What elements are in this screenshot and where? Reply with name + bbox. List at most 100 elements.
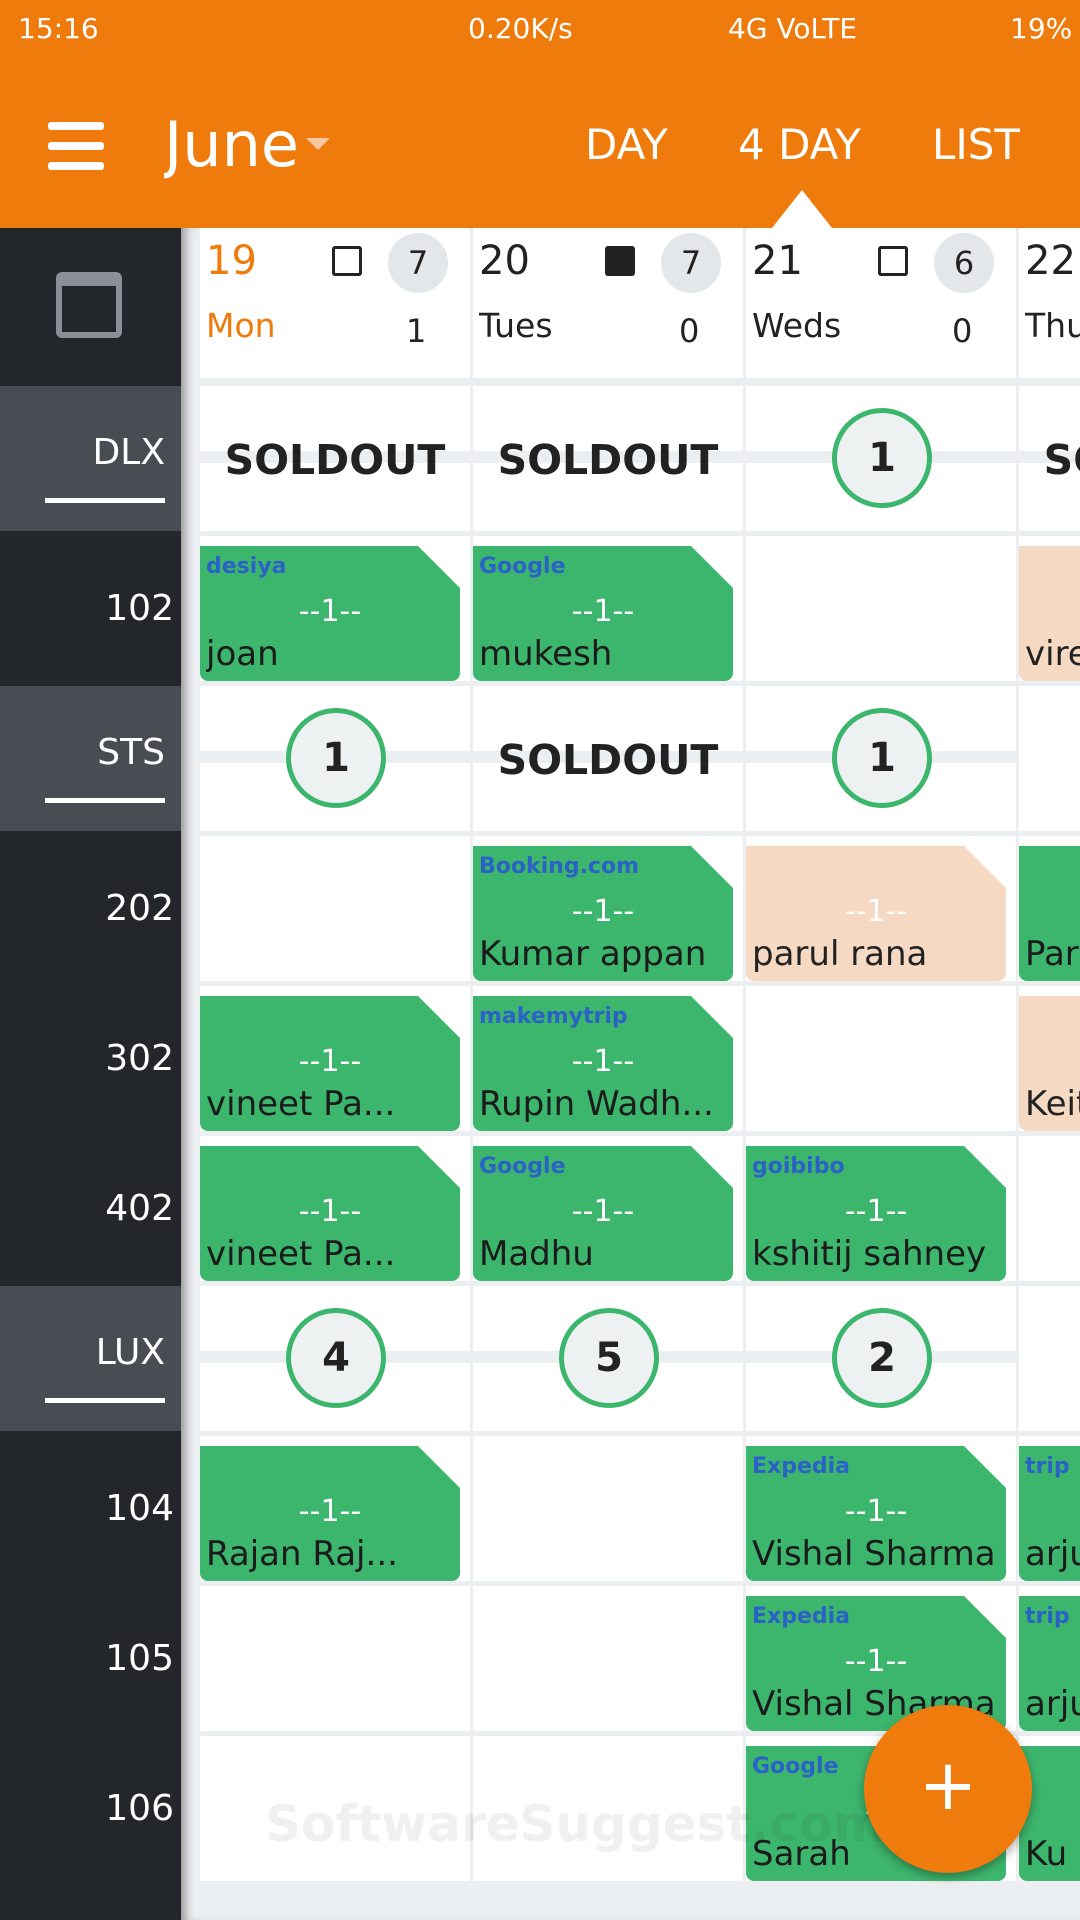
guest-name: parul rana [752,934,928,974]
menu-button[interactable] [48,122,104,170]
booking-card[interactable]: Expedia --1-- Vishal Sharma [746,1446,1006,1581]
card-fold [691,1146,733,1188]
category-label: LUX [95,1332,165,1373]
booking-card[interactable]: Google --1-- mukesh [473,546,733,681]
calendar-button[interactable] [56,272,122,338]
booking-ref: --1-- [844,894,908,929]
month-arrow [306,138,330,150]
cell[interactable] [746,986,1016,1131]
booking-source: trip [1025,1454,1070,1479]
availability-count[interactable]: 5 [559,1308,659,1408]
booking-ref: --1-- [298,594,362,629]
guest-name: joan [206,634,279,674]
booking-card[interactable]: --1-- Rajan Raj... [200,1446,460,1581]
cell[interactable] [200,836,470,981]
note-icon [878,246,908,276]
notes-count: 7 [661,233,721,293]
category-bg [0,686,181,831]
booking-source: goibibo [752,1154,845,1179]
booking-card[interactable]: goibibo --1-- kshitij sahney [746,1146,1006,1281]
room-label: 402 [105,1188,174,1229]
menu-line [48,142,104,150]
guest-name: Vishal Sharma [752,1534,996,1574]
availability-line [473,451,743,463]
booking-card[interactable]: vire [1019,546,1080,681]
cell[interactable] [1019,1286,1080,1431]
guest-name: Par [1025,934,1079,974]
status-speed: 0.20K/s [468,12,573,45]
booking-card[interactable]: makemytrip --1-- Rupin Wadh... [473,996,733,1131]
guest-name: vineet Pa... [206,1234,396,1274]
cell[interactable] [1019,686,1080,831]
room-label: 102 [105,588,174,629]
booking-source: makemytrip [479,1004,628,1029]
card-fold [418,996,460,1038]
note-icon [332,246,362,276]
card-fold [418,1446,460,1488]
status-time: 15:16 [18,12,99,45]
category-underline [45,798,165,803]
view-tab[interactable]: 4 DAY [738,120,861,169]
soldout-label: SOLDOUT [1043,436,1080,484]
day-name: Mon [206,306,276,345]
availability-count[interactable]: 1 [286,708,386,808]
booking-card[interactable]: Booking.com --1-- Kumar appan [473,846,733,981]
booking-card[interactable]: Google --1-- Madhu [473,1146,733,1281]
guest-name: Ku [1025,1834,1068,1874]
room-label: 104 [105,1488,174,1529]
booking-ref: --1-- [298,1044,362,1079]
availability-count[interactable]: 1 [832,408,932,508]
booking-source: Booking.com [479,854,640,879]
availability-count[interactable]: 4 [286,1308,386,1408]
booking-card[interactable]: --1-- vineet Pa... [200,996,460,1131]
booking-card[interactable]: Expedia --1-- Vishal Sharma [746,1596,1006,1731]
booking-card[interactable]: --1-- parul rana [746,846,1006,981]
card-fold [418,546,460,588]
booking-ref: --1-- [298,1494,362,1529]
day-count: 1 [406,312,427,350]
status-battery: 19% [1010,12,1073,45]
booking-ref: --1-- [844,1494,908,1529]
category-bg [0,1286,181,1431]
menu-line [48,122,104,130]
cell[interactable] [1019,1136,1080,1281]
month-selector[interactable]: June [164,108,300,181]
cell[interactable] [200,1586,470,1731]
add-button[interactable]: + [864,1705,1032,1873]
day-date: 21 [752,238,803,284]
view-tab[interactable]: DAY [585,120,668,169]
day-name: Weds [752,306,842,345]
cell[interactable] [473,1736,743,1881]
view-tab[interactable]: LIST [932,120,1021,169]
day-date: 20 [479,238,530,284]
booking-card[interactable]: trip arju [1019,1596,1080,1731]
watermark: SoftwareSuggest.com [265,1795,886,1853]
booking-card[interactable]: Keit [1019,996,1080,1131]
day-count: 0 [679,312,700,350]
cell[interactable] [473,1436,743,1581]
guest-name: Rajan Raj... [206,1534,398,1574]
availability-count[interactable]: 1 [832,708,932,808]
menu-line [48,162,104,170]
card-fold [691,546,733,588]
booking-source: trip [1025,1604,1070,1629]
booking-card[interactable]: Par [1019,846,1080,981]
booking-source: Expedia [752,1604,851,1629]
category-underline [45,498,165,503]
cell[interactable] [200,1736,470,1881]
guest-name: Rupin Wadh... [479,1084,714,1124]
booking-ref: --1-- [844,1644,908,1679]
guest-name: Kumar appan [479,934,707,974]
room-label: 302 [105,1038,174,1079]
notes-count: 7 [388,233,448,293]
booking-card[interactable]: desiya --1-- joan [200,546,460,681]
booking-ref: --1-- [571,1044,635,1079]
cell[interactable] [746,536,1016,681]
availability-count[interactable]: 2 [832,1308,932,1408]
category-underline [45,1398,165,1403]
booking-card[interactable]: --1-- vineet Pa... [200,1146,460,1281]
day-date: 22 [1025,238,1076,284]
category-label: STS [97,732,165,773]
cell[interactable] [473,1586,743,1731]
booking-card[interactable]: trip arju [1019,1446,1080,1581]
